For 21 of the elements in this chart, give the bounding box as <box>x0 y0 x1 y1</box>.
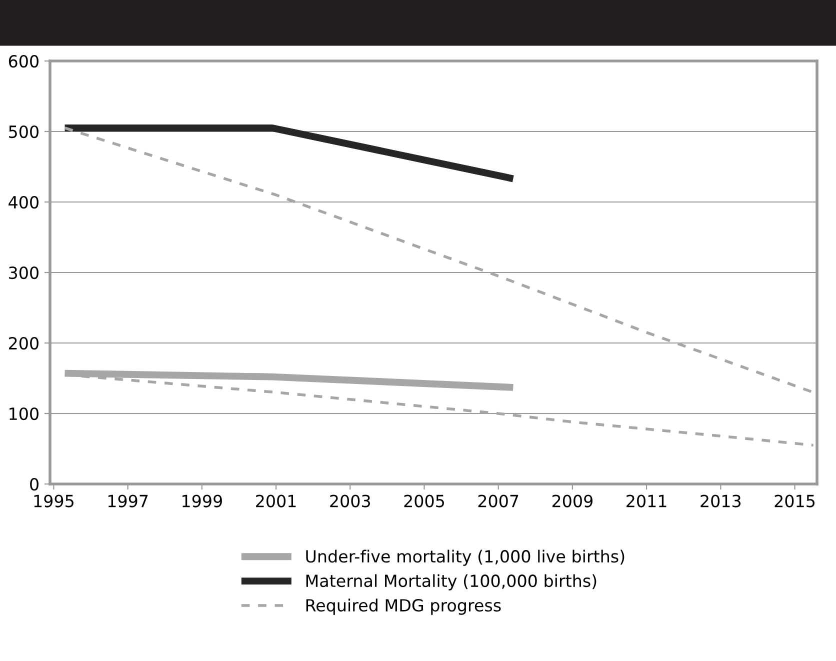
y-tick-label: 600 <box>8 54 38 68</box>
legend-label: Required MDG progress <box>306 598 501 615</box>
legend-label: Maternal Mortality (100,000 births) <box>306 574 596 590</box>
x-tick-label: 2015 <box>774 494 815 508</box>
x-tick-label: 1999 <box>182 494 222 508</box>
x-tick-label: 2001 <box>256 494 296 508</box>
x-tick-label: 2005 <box>404 494 444 508</box>
y-tick-label: 500 <box>9 125 38 138</box>
x-tick-label: 2013 <box>700 494 741 508</box>
x-tick-label: 2009 <box>552 494 592 508</box>
y-tick-label: 200 <box>8 336 38 350</box>
x-tick-label: 2007 <box>478 494 518 508</box>
y-tick-label: 400 <box>8 196 38 209</box>
x-tick-label: 1997 <box>108 494 148 508</box>
y-tick-label: 0 <box>30 478 38 491</box>
x-tick-label: 1995 <box>34 494 74 508</box>
x-tick-label: 2003 <box>330 494 370 508</box>
x-tick-label: 2011 <box>626 494 666 508</box>
y-tick-label: 100 <box>10 407 38 420</box>
legend-label: Under-five mortality (1,000 live births) <box>306 550 624 566</box>
y-tick-label: 300 <box>9 266 38 280</box>
